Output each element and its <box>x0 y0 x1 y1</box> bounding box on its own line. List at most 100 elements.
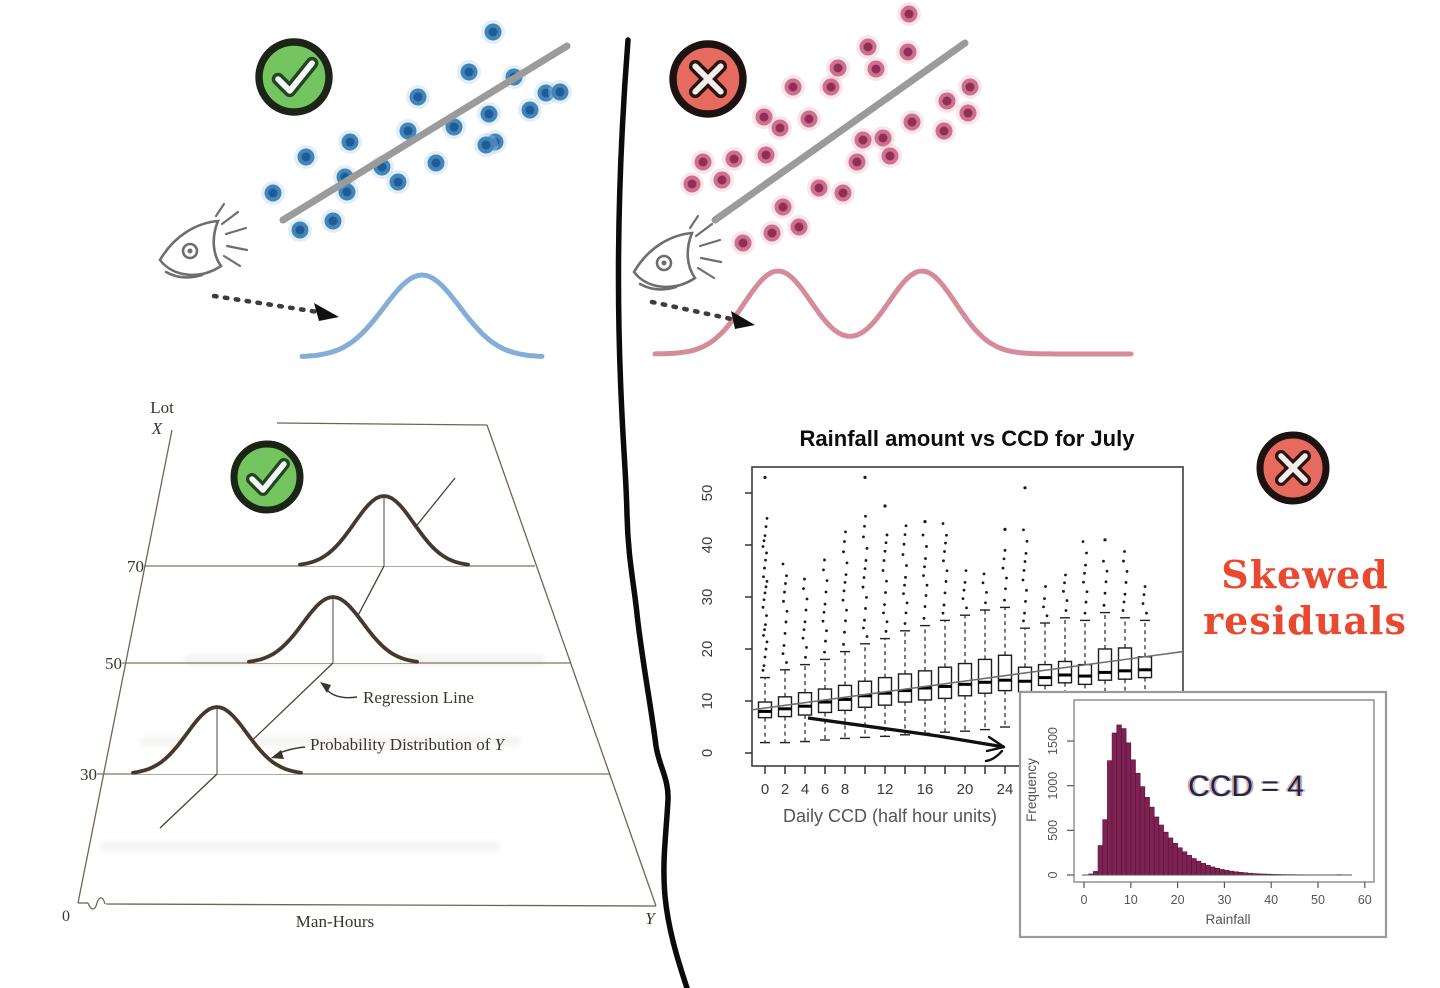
histogram-bar <box>1228 870 1235 876</box>
outlier-dot <box>1064 609 1068 612</box>
outlier-dot <box>1121 609 1125 612</box>
textbook-regression-figure: Lot X 0 Man-Hours Y Regression Line Prob… <box>62 398 657 931</box>
probability-distribution-curve <box>247 595 419 664</box>
outlier-dot <box>1042 605 1045 609</box>
histogram-bar <box>1121 728 1127 876</box>
outlier-dot <box>765 614 768 617</box>
dot-core <box>863 42 873 52</box>
outlier-dot <box>883 549 887 553</box>
dot-core <box>939 126 949 136</box>
outlier-dot <box>764 647 768 651</box>
dot-core <box>687 179 697 189</box>
dot-core <box>833 63 843 73</box>
outlier-dot <box>825 629 828 633</box>
dot-core <box>717 175 727 185</box>
box <box>757 701 773 719</box>
outlier-dot <box>962 588 966 592</box>
skewed-note-line1: Skewed <box>1221 552 1388 597</box>
outlier-dot <box>1024 599 1027 603</box>
box <box>997 654 1013 692</box>
outlier-dot <box>1062 589 1065 593</box>
scatter-dot <box>956 101 980 125</box>
check-circle-icon <box>259 42 329 112</box>
outlier-dot <box>763 655 767 659</box>
scatter-dot <box>831 181 855 205</box>
outlier-dot <box>761 668 765 672</box>
outlier-dot <box>1002 557 1006 561</box>
y-tick-label: 500 <box>1046 820 1060 841</box>
outlier-dot <box>1025 539 1029 543</box>
outlier-dot <box>803 620 807 624</box>
y-tick-label: 10 <box>699 693 716 710</box>
outlier-dot <box>1123 550 1126 553</box>
outlier-dot <box>865 596 868 599</box>
outlier-dot <box>904 611 908 615</box>
outlier-dot <box>882 611 885 615</box>
outlier-dot <box>925 583 929 587</box>
outlier-dot <box>1045 614 1049 618</box>
outlier-dot <box>921 533 925 537</box>
histogram-bar <box>1167 837 1174 876</box>
outlier-dot <box>844 619 847 623</box>
outlier-dot <box>1021 578 1025 582</box>
outlier-dot <box>901 553 905 556</box>
outlier-dot <box>763 591 767 595</box>
outlier-dot <box>1145 611 1148 615</box>
scatter-dot <box>396 119 420 143</box>
regression-label-leader <box>326 689 358 699</box>
outlier-dot <box>762 575 765 579</box>
outlier-dot <box>1083 571 1086 575</box>
outlier-dot <box>824 590 828 594</box>
outlier-dot <box>783 590 786 594</box>
dot-core <box>403 126 413 136</box>
outlier-dot <box>884 629 888 633</box>
scatter-dot <box>481 20 505 44</box>
outlier-dot <box>883 603 886 607</box>
outlier-dot <box>785 609 789 613</box>
outlier-dot <box>985 591 988 594</box>
scatter-dot <box>477 102 501 126</box>
dot-core <box>804 114 814 124</box>
scatter-dot <box>680 172 704 196</box>
outlier-dot <box>902 592 905 596</box>
dot-core <box>852 157 862 167</box>
dot-core <box>942 96 952 106</box>
outlier-dot <box>825 579 829 582</box>
outlier-dot <box>764 558 767 562</box>
outlier-dot <box>903 622 907 625</box>
scatter-dot <box>457 60 481 84</box>
outlier-dot <box>801 636 805 640</box>
outlier-dot <box>1081 540 1085 543</box>
outlier-dot <box>844 573 848 576</box>
box <box>1137 656 1153 679</box>
outlier-dot <box>865 635 869 638</box>
regression-line-label: Regression Line <box>363 688 474 707</box>
outlier-dot <box>923 520 927 524</box>
outlier-dot <box>1022 569 1026 572</box>
outlier-dot <box>841 598 845 602</box>
outlier-dot <box>964 569 968 572</box>
bell-curves-and-regression <box>131 477 470 829</box>
outlier-dot <box>802 587 805 591</box>
outlier-dot <box>781 562 785 566</box>
y-tick-label: 50 <box>699 485 716 502</box>
residual-distribution-curve <box>299 272 545 359</box>
outlier-dot <box>785 661 788 664</box>
dot-core <box>814 183 824 193</box>
scatter-dot <box>768 116 792 140</box>
trend-line <box>279 42 571 224</box>
regression-label-arrowhead <box>320 682 331 693</box>
outlier-dot <box>765 517 769 520</box>
plane-outline <box>77 422 657 910</box>
histogram-bar <box>1186 855 1192 876</box>
histogram-bar <box>1102 819 1108 876</box>
x-tick-label: 40 <box>1264 893 1278 907</box>
distribution-label-arrowhead <box>271 750 284 759</box>
dot-core <box>328 216 338 226</box>
outlier-dot <box>863 618 866 622</box>
scatter-dot <box>935 89 959 113</box>
outlier-dot <box>1022 528 1025 532</box>
callout-arrow-head <box>984 735 1006 763</box>
outlier-dot <box>865 546 869 550</box>
outlier-dot <box>845 608 848 612</box>
